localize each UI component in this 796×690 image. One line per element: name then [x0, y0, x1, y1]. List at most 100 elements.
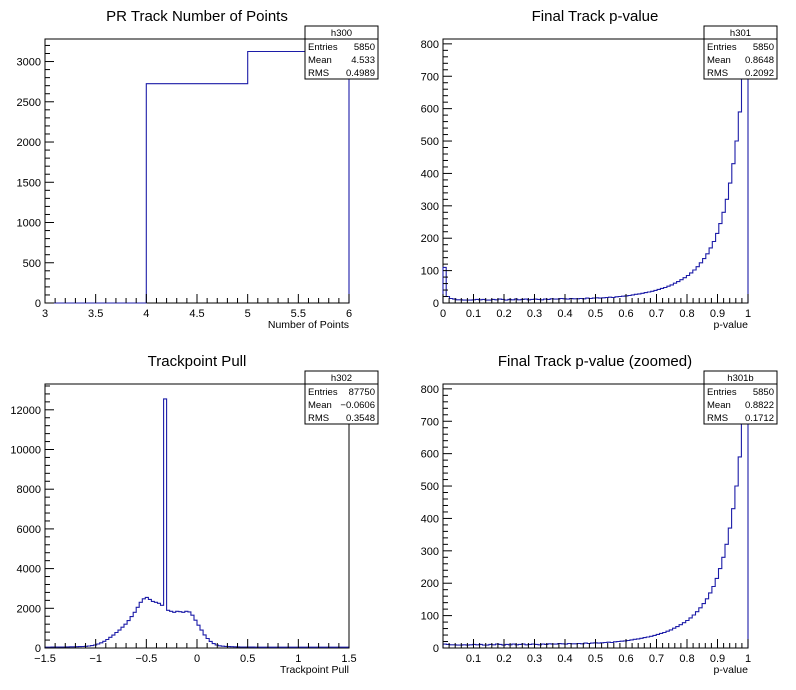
- panel-h302: Trackpoint Pull 0 2000 4000 6000 8000 10000 120…: [10, 353, 379, 676]
- x-tick-label: 0.7: [649, 308, 664, 320]
- y-tick-label: 0: [433, 298, 439, 310]
- stats-box-name: h301b: [727, 373, 753, 384]
- stats-key: RMS: [707, 68, 728, 79]
- stats-value: 0.8822: [745, 400, 774, 411]
- x-tick-label: 6: [346, 308, 352, 320]
- x-tick-label: 1.5: [341, 653, 356, 665]
- stats-key: Mean: [308, 400, 332, 411]
- y-tick-label: 10000: [10, 445, 41, 457]
- y-tick-label: 400: [421, 168, 439, 180]
- stats-box-name: h301: [730, 28, 751, 39]
- x-tick-label: 0.7: [649, 653, 664, 665]
- stats-key: Mean: [707, 400, 731, 411]
- histogram-line: [44, 398, 350, 648]
- y-tick-label: 200: [421, 233, 439, 245]
- stats-box: h301 Entries 5850 Mean 0.8648 RMS 0.2092: [703, 25, 778, 80]
- stats-key: Entries: [308, 387, 338, 398]
- plot-frame: [44, 38, 350, 304]
- stats-value: 0.3548: [346, 413, 375, 424]
- y-tick-label: 100: [421, 611, 439, 623]
- stats-key: Entries: [308, 42, 338, 53]
- histogram-line: [442, 40, 749, 303]
- y-tick-label: 600: [421, 104, 439, 116]
- x-tick-label: 0.4: [557, 308, 572, 320]
- x-tick-label: 4: [143, 308, 149, 320]
- stats-key: Mean: [707, 55, 731, 66]
- x-tick-label: 1: [745, 308, 751, 320]
- x-tick-label: 0.8: [679, 653, 694, 665]
- x-tick-label: 0.3: [527, 653, 542, 665]
- x-tick-label: 0.1: [466, 653, 481, 665]
- y-tick-label: 300: [421, 201, 439, 213]
- x-tick-label: 3: [42, 308, 48, 320]
- y-tick-label: 12000: [10, 405, 41, 417]
- panel-h301: Final Track p-value 0 100 200 300 400 500 600 70…: [421, 8, 778, 331]
- stats-value: 87750: [349, 387, 375, 398]
- stats-value: 0.1712: [745, 413, 774, 424]
- y-tick-label: 0: [433, 643, 439, 655]
- chart-title: Trackpoint Pull: [148, 353, 247, 370]
- y-tick-label: 700: [421, 416, 439, 428]
- y-tick-label: 8000: [17, 484, 41, 496]
- stats-value: 0.2092: [745, 68, 774, 79]
- x-tick-label: 0.5: [240, 653, 255, 665]
- x-tick-label: 0.2: [496, 653, 511, 665]
- y-tick-label: 6000: [17, 524, 41, 536]
- x-tick-label: 0: [194, 653, 200, 665]
- x-tick-label: 0.6: [618, 653, 633, 665]
- x-tick-label: −1: [89, 653, 102, 665]
- y-tick-label: 800: [421, 384, 439, 396]
- stats-value: 5850: [753, 42, 774, 53]
- x-axis-label: Trackpoint Pull: [280, 664, 349, 676]
- y-tick-label: 4000: [17, 564, 41, 576]
- x-tick-label: 5: [245, 308, 251, 320]
- x-tick-label: −0.5: [135, 653, 157, 665]
- histogram-line: [45, 50, 350, 304]
- stats-key: RMS: [308, 68, 329, 79]
- stats-box-frame: [703, 25, 778, 80]
- x-tick-label: 0.6: [618, 308, 633, 320]
- chart-title: PR Track Number of Points: [106, 8, 288, 25]
- stats-box: h300 Entries 5850 Mean 4.533 RMS 0.4989: [304, 25, 379, 80]
- stats-box: h301b Entries 5850 Mean 0.8822 RMS 0.1712: [703, 370, 778, 425]
- stats-box-frame: [703, 370, 778, 425]
- x-tick-label: 0.5: [588, 653, 603, 665]
- chart-title: Final Track p-value (zoomed): [498, 353, 692, 370]
- x-tick-label: 0.8: [679, 308, 694, 320]
- stats-value: 0.8648: [745, 55, 774, 66]
- stats-key: Entries: [707, 42, 737, 53]
- x-tick-label: 0.4: [557, 653, 572, 665]
- x-tick-label: 0.5: [588, 308, 603, 320]
- stats-box-frame: [304, 25, 379, 80]
- y-tick-label: 2000: [17, 137, 41, 149]
- y-tick-label: 1500: [17, 177, 41, 189]
- y-tick-label: 700: [421, 71, 439, 83]
- y-tick-label: 500: [23, 258, 41, 270]
- stats-box-name: h302: [331, 373, 352, 384]
- stats-value: −0.0606: [340, 400, 375, 411]
- x-tick-label: 0.3: [527, 308, 542, 320]
- stats-key: Mean: [308, 55, 332, 66]
- x-tick-label: 0: [440, 308, 446, 320]
- y-tick-label: 600: [421, 449, 439, 461]
- histogram-line: [442, 385, 749, 648]
- plot-frame: [442, 383, 749, 649]
- panel-h300: PR Track Number of Points 0 500 1000 1500 200…: [17, 8, 379, 331]
- y-tick-label: 2000: [17, 603, 41, 615]
- stats-box-name: h300: [331, 28, 352, 39]
- stats-value: 5850: [354, 42, 375, 53]
- y-tick-label: 500: [421, 481, 439, 493]
- x-axis-label: p-value: [714, 664, 749, 676]
- stats-box: h302 Entries 87750 Mean −0.0606 RMS 0.3548: [304, 370, 379, 425]
- y-tick-label: 200: [421, 578, 439, 590]
- stats-key: RMS: [308, 413, 329, 424]
- stats-box-frame: [304, 370, 379, 425]
- x-tick-label: −1.5: [34, 653, 56, 665]
- x-axis-label: p-value: [714, 319, 749, 331]
- y-tick-label: 2500: [17, 97, 41, 109]
- x-tick-label: 1: [295, 653, 301, 665]
- stats-value: 5850: [753, 387, 774, 398]
- stats-key: RMS: [707, 413, 728, 424]
- y-tick-label: 300: [421, 546, 439, 558]
